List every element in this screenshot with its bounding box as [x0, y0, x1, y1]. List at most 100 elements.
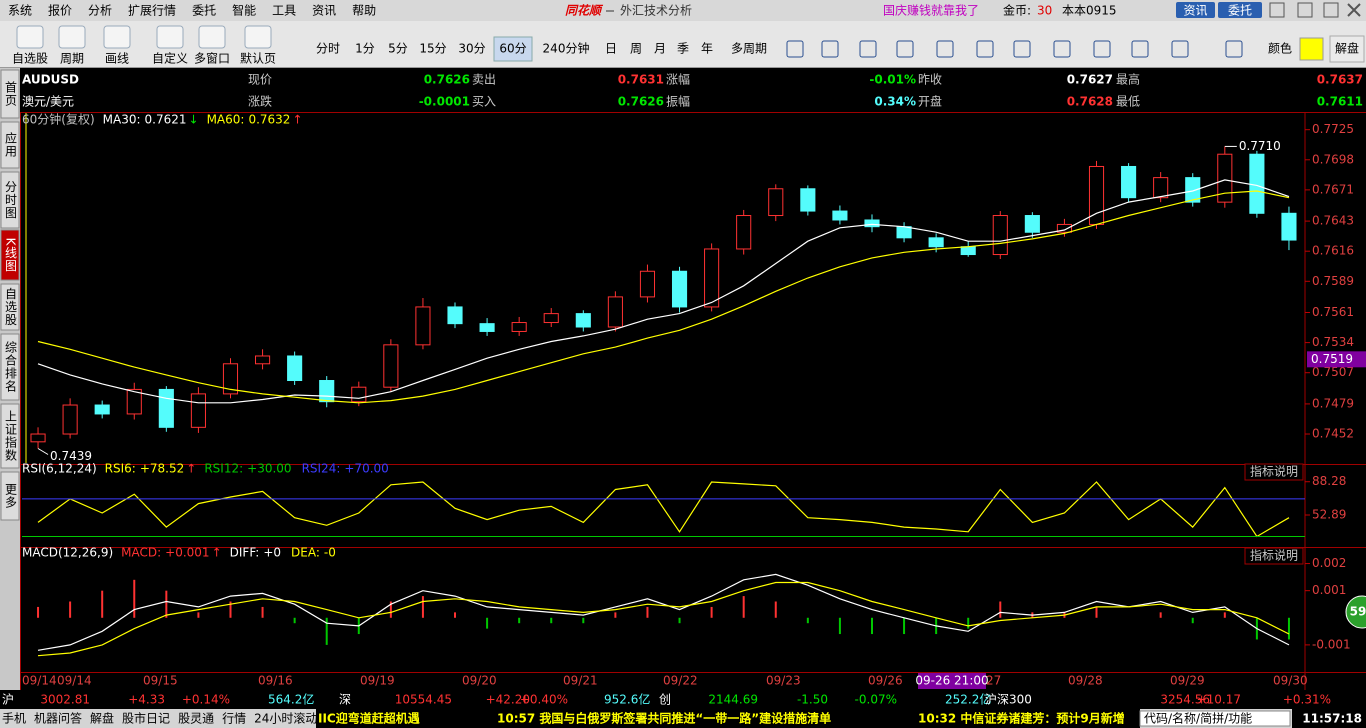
menu-button[interactable] — [1218, 2, 1262, 18]
sidebar-tab-label[interactable]: 分时图 — [4, 180, 18, 219]
draw-tool-icon[interactable] — [786, 40, 804, 58]
window-restore[interactable] — [1297, 2, 1313, 18]
period-button[interactable]: 5分 — [388, 42, 408, 56]
period-button[interactable]: 1分 — [355, 42, 375, 56]
period-button[interactable]: 多周期 — [731, 42, 767, 56]
menu-item[interactable]: 分析 — [88, 4, 112, 18]
draw-tool-icon[interactable] — [1225, 40, 1243, 58]
sidebar-tab[interactable] — [0, 171, 20, 229]
tool-label[interactable]: 自选股 — [12, 52, 48, 66]
tool-label[interactable]: 多窗口 — [194, 52, 230, 66]
menu-button[interactable] — [1176, 2, 1215, 18]
period-button[interactable]: 日 — [605, 42, 617, 56]
menu-button-label[interactable]: 委托 — [1228, 4, 1252, 18]
news-item[interactable]: 10:57 我国与白俄罗斯签署共同推进“一带一路”建设措施清单 — [497, 711, 831, 726]
period-button[interactable]: 季 — [677, 42, 689, 56]
menu-item[interactable]: 智能 — [232, 3, 256, 18]
draw-tool-icon[interactable] — [1013, 40, 1031, 58]
sidebar-tab-label[interactable]: 更多 — [4, 483, 18, 509]
indicator-help[interactable] — [1244, 463, 1304, 481]
sidebar-tab[interactable] — [0, 333, 20, 401]
sidebar-tab[interactable] — [0, 121, 20, 169]
quote-label: 最高 — [1116, 72, 1140, 87]
draw-tool-icon[interactable] — [1131, 40, 1149, 58]
draw-tool-icon[interactable] — [936, 40, 954, 58]
badge[interactable] — [1345, 595, 1366, 629]
period-button[interactable]: 年 — [701, 42, 713, 56]
news-item[interactable]: IIC迎弯道赶超机遇 — [318, 711, 420, 726]
draw-tool-icon[interactable] — [821, 40, 839, 58]
badge-label[interactable]: 59 — [1350, 605, 1366, 619]
tool-label[interactable]: 默认页 — [240, 51, 276, 66]
tool-label[interactable]: 画线 — [105, 52, 129, 66]
window-max[interactable] — [1323, 2, 1339, 18]
tool-icon[interactable] — [16, 25, 44, 49]
menu-item[interactable]: 工具 — [272, 4, 296, 18]
menu-button-label[interactable]: 资讯 — [1183, 4, 1207, 18]
period-button[interactable]: 30分 — [458, 42, 485, 56]
menu-item[interactable]: 报价 — [48, 3, 72, 18]
sidebar-tab-label[interactable]: 综合排名 — [4, 341, 18, 393]
indicator-help-label[interactable]: 指标说明 — [1250, 548, 1298, 563]
draw-tool-icon[interactable] — [1093, 40, 1111, 58]
period-button[interactable]: 60分 — [499, 42, 526, 56]
y-tick-label: 0.7507 — [1312, 365, 1354, 379]
window-minimize[interactable] — [1269, 2, 1285, 18]
symbol-name: 澳元/美元 — [22, 95, 74, 109]
taskbar-item[interactable]: 股市日记 — [122, 711, 170, 726]
tool-label[interactable]: 周期 — [60, 52, 84, 66]
tool-icon[interactable] — [198, 25, 226, 49]
indicator-help-label[interactable]: 指标说明 — [1250, 464, 1298, 479]
menu-item[interactable]: 扩展行情 — [128, 4, 176, 18]
taskbar-item[interactable]: 股灵通 — [178, 712, 214, 726]
draw-tool-icon[interactable] — [976, 40, 994, 58]
candle-body — [479, 323, 495, 332]
period-button[interactable]: 周 — [630, 42, 642, 56]
taskbar-item[interactable]: 行情 — [222, 712, 246, 726]
search-placeholder[interactable]: 代码/名称/简拼/功能 — [1144, 711, 1252, 726]
menu-item[interactable]: 帮助 — [352, 4, 376, 18]
indicator-help[interactable] — [1244, 547, 1304, 565]
x-tick-label: 09/28 — [1068, 674, 1103, 688]
taskbar-item[interactable]: 机器问答 — [34, 711, 82, 726]
sidebar-tab-label[interactable]: 应用 — [4, 131, 18, 158]
tool-label[interactable]: 自定义 — [152, 51, 188, 66]
period-button[interactable]: 月 — [654, 42, 666, 56]
draw-tool-icon[interactable] — [859, 40, 877, 58]
tool-icon[interactable] — [103, 25, 131, 49]
period-button[interactable]: 15分 — [419, 42, 446, 56]
sidebar-tab[interactable] — [0, 403, 20, 469]
color-swatch[interactable] — [1299, 37, 1324, 61]
taskbar-item[interactable]: 解盘 — [90, 711, 114, 726]
news-item[interactable]: 10:32 中信证券诸建芳：预计9月新增 — [918, 711, 1125, 726]
jiepan-label[interactable]: 解盘 — [1335, 41, 1359, 56]
tool-icon[interactable] — [58, 25, 86, 49]
sidebar-tab-label[interactable]: 首页 — [4, 81, 18, 107]
color-label[interactable]: 颜色 — [1268, 41, 1292, 56]
draw-tool-icon[interactable] — [1171, 40, 1189, 58]
sidebar-tab[interactable] — [0, 229, 20, 281]
jiepan-button[interactable] — [1329, 35, 1365, 63]
menu-item[interactable]: 资讯 — [312, 4, 336, 18]
period-button[interactable]: 240分钟 — [543, 41, 590, 56]
sidebar-tab-label[interactable]: 自选股 — [4, 287, 18, 326]
menu-item[interactable]: 系统 — [8, 4, 32, 18]
window-close[interactable] — [1347, 3, 1361, 17]
sidebar-tab[interactable] — [0, 283, 20, 331]
taskbar-item[interactable]: 24小时滚动 — [254, 711, 317, 726]
period-button[interactable]: 分时 — [316, 42, 340, 56]
sidebar-tab[interactable] — [0, 471, 20, 521]
sidebar-tab-label[interactable]: 上证指数 — [4, 410, 18, 462]
sidebar-tab-label[interactable]: K线图 — [4, 238, 18, 273]
tool-icon[interactable] — [244, 25, 272, 49]
user-name[interactable]: 本本0915 — [1062, 4, 1117, 18]
tool-icon[interactable] — [156, 25, 184, 49]
promo-link[interactable]: 国庆赚钱就靠我了 — [883, 3, 979, 18]
sidebar-tab[interactable] — [0, 69, 20, 119]
draw-tool-icon[interactable] — [896, 40, 914, 58]
menu-item[interactable]: 委托 — [192, 4, 216, 18]
taskbar-item[interactable]: 手机 — [2, 712, 26, 726]
draw-tool-icon[interactable] — [1053, 40, 1071, 58]
search-box[interactable] — [1139, 710, 1291, 727]
index-change: +4.33 — [128, 693, 165, 707]
